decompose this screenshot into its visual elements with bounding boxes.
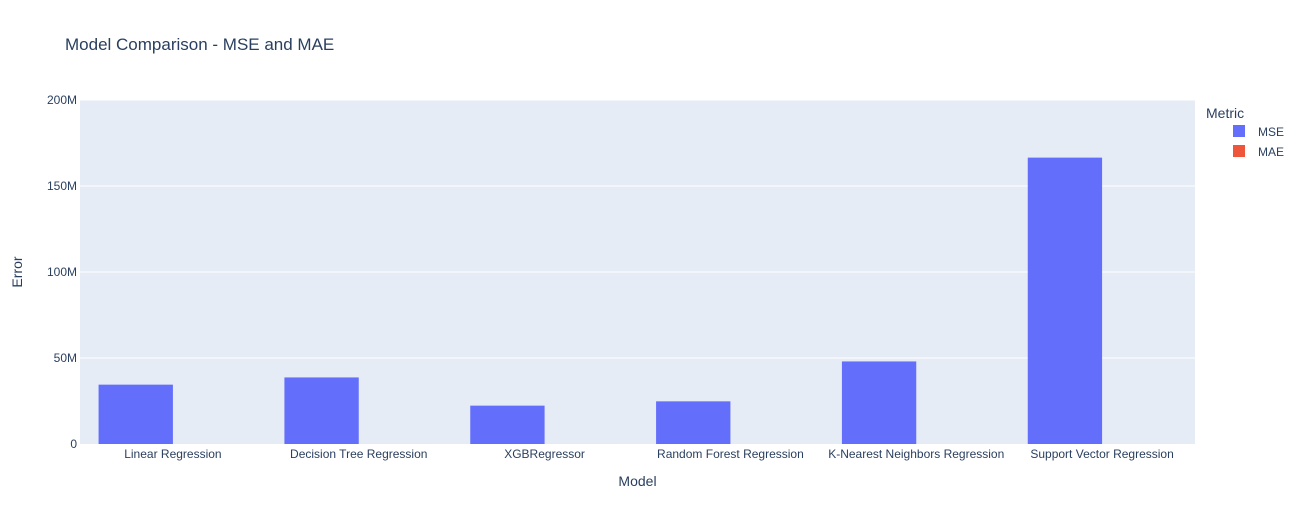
bar-mse-3[interactable]	[656, 401, 731, 444]
legend-item-mse[interactable]: MSE	[1233, 125, 1284, 139]
bar-mse-5[interactable]	[1027, 157, 1103, 444]
y-axis-title: Error	[9, 256, 25, 287]
x-tick-label: K-Nearest Neighbors Regression	[828, 447, 1004, 461]
legend: Metric MSE MAE	[1206, 105, 1284, 159]
x-axis-ticks: Linear Regression Decision Tree Regressio…	[124, 447, 1174, 461]
y-tick-label: 200M	[47, 93, 77, 107]
legend-label-mse: MSE	[1258, 125, 1284, 139]
y-tick-label: 150M	[47, 179, 77, 193]
legend-item-mae[interactable]: MAE	[1233, 145, 1284, 159]
x-axis-title: Model	[618, 473, 656, 489]
bar-mse-2[interactable]	[470, 405, 545, 444]
bar-mse-0[interactable]	[98, 384, 173, 444]
bars	[98, 157, 1177, 444]
y-axis-ticks: 0 50M 100M 150M 200M	[47, 93, 77, 451]
x-tick-label: XGBRegressor	[504, 447, 585, 461]
bar-mse-1[interactable]	[284, 377, 359, 444]
legend-swatch-mse	[1233, 125, 1245, 137]
x-tick-label: Support Vector Regression	[1030, 447, 1173, 461]
x-tick-label: Random Forest Regression	[657, 447, 804, 461]
gridlines	[80, 99, 1195, 359]
bar-mse-4[interactable]	[841, 361, 917, 444]
y-tick-label: 50M	[54, 351, 77, 365]
chart-title: Model Comparison - MSE and MAE	[65, 35, 334, 54]
legend-title: Metric	[1206, 105, 1244, 121]
y-tick-label: 0	[70, 437, 77, 451]
y-tick-label: 100M	[47, 265, 77, 279]
legend-label-mae: MAE	[1258, 145, 1284, 159]
x-tick-label: Decision Tree Regression	[290, 447, 427, 461]
legend-swatch-mae	[1233, 145, 1245, 157]
x-tick-label: Linear Regression	[124, 447, 221, 461]
